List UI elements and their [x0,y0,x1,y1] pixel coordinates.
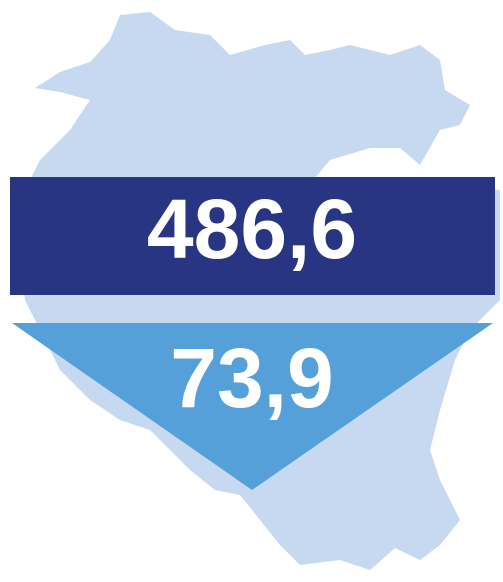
triangle [12,323,493,490]
banner [10,177,495,295]
banner-value: 486,6 [147,182,357,276]
triangle-value: 73,9 [170,331,334,425]
